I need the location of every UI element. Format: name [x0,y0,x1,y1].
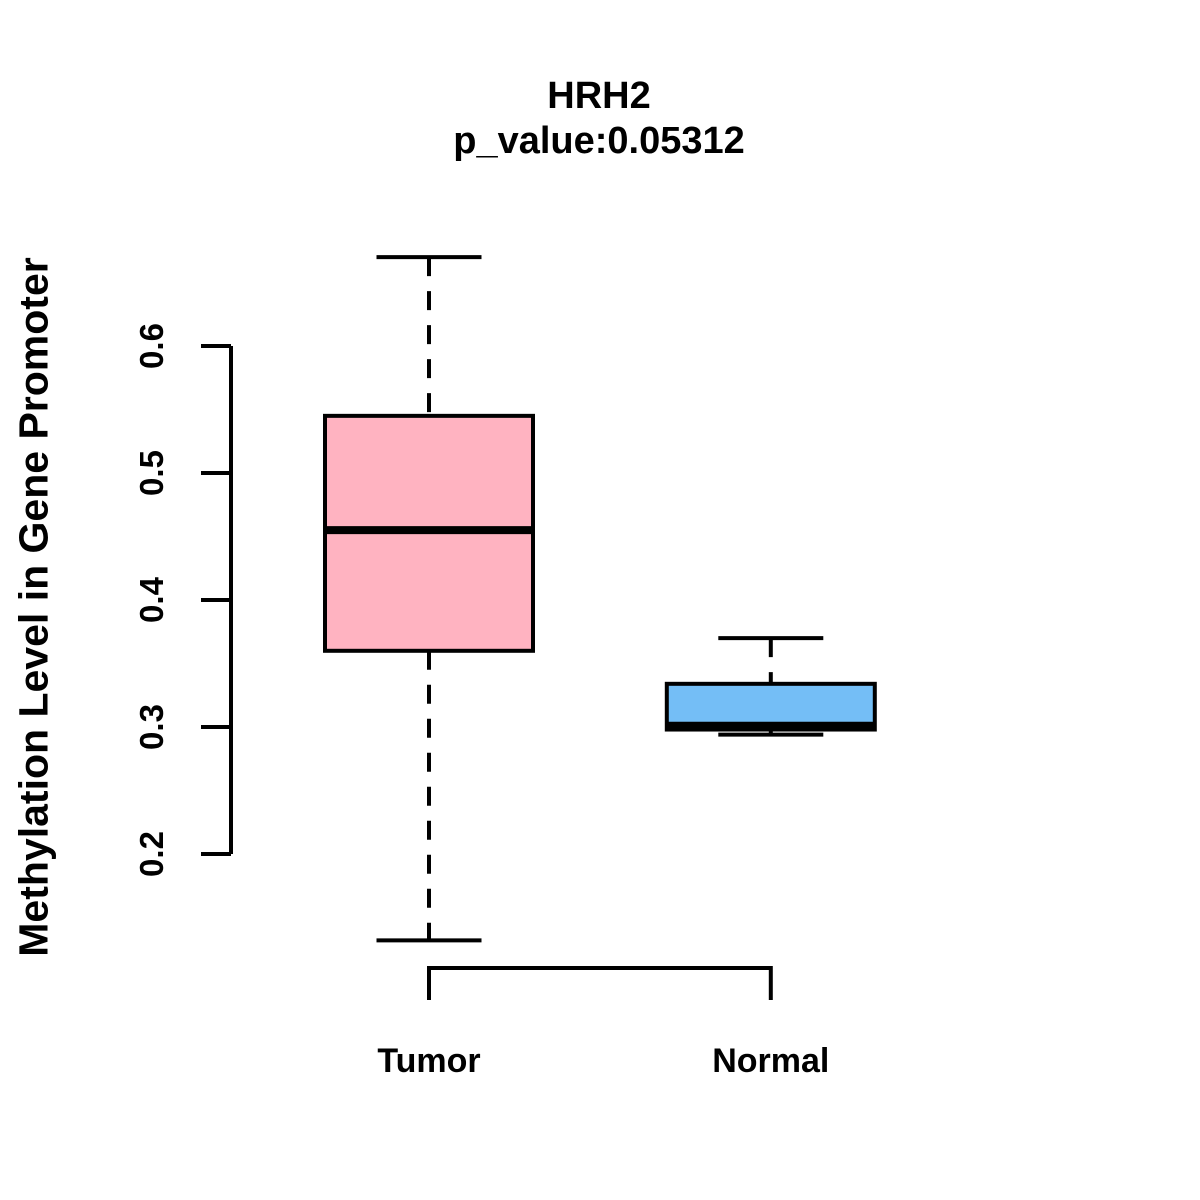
chart-title-block: HRH2 p_value:0.05312 [229,74,969,164]
y-axis-tick-label: 0.5 [133,450,170,496]
y-axis-tick-label: 0.6 [133,323,170,369]
x-axis-label-tumor: Tumor [377,1042,480,1080]
y-axis-tick-label: 0.3 [133,704,170,750]
y-axis-tick-label: 0.4 [133,576,170,623]
x-axis-label-normal: Normal [712,1042,829,1080]
chart-title: HRH2 [547,75,651,117]
y-axis-tick-label: 0.2 [133,831,170,877]
x-axis-bracket [427,966,773,1000]
chart-subtitle-pvalue: p_value:0.05312 [453,120,745,162]
